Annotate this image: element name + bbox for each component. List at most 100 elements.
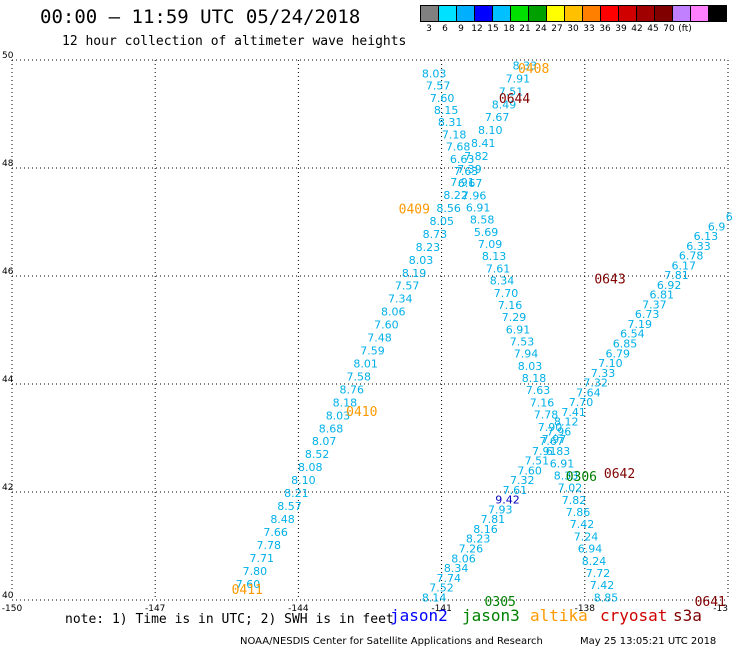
wave-height-value: 7.16 <box>530 396 555 409</box>
wave-height-value: 7.96 <box>462 189 487 202</box>
wave-height-value: 7.33 <box>591 367 616 380</box>
wave-height-value: 7.82 <box>562 494 587 507</box>
wave-height-value: 6.63 <box>450 153 475 166</box>
wave-height-value: 6.78 <box>679 250 704 263</box>
wave-height-value: 8.12 <box>554 416 579 429</box>
wave-height-value: 7.90 <box>538 421 563 434</box>
wave-height-value: 6.73 <box>635 308 660 321</box>
wave-height-value: 6.9 <box>708 220 726 233</box>
wave-height-value: 7.63 <box>526 384 551 397</box>
wave-height-value: 7.71 <box>250 552 275 565</box>
wave-height-value: 7.67 <box>485 111 510 124</box>
legend-label: (ft) <box>678 24 692 34</box>
wave-height-value: 7.32 <box>583 377 608 390</box>
wave-height-value: 7.37 <box>642 298 667 311</box>
mission-cryosat: cryosat <box>600 606 668 625</box>
wave-height-value: 6.79 <box>605 347 630 360</box>
lon-label: -13 <box>713 604 728 614</box>
wave-height-value: 7.32 <box>510 474 535 487</box>
note-text: note: 1) Time is in UTC; 2) SWH is in fe… <box>65 612 394 627</box>
wave-height-value: 8.73 <box>423 228 448 241</box>
wave-height-value: 7.60 <box>374 319 399 332</box>
wave-height-value: 8.34 <box>490 275 515 288</box>
legend-label: 70 <box>663 24 675 34</box>
wave-height-value: 7.63 <box>454 165 479 178</box>
wave-height-value: 8.08 <box>298 461 323 474</box>
wave-height-value: 8.48 <box>270 513 295 526</box>
chart-title: 00:00 – 11:59 UTC 05/24/2018 <box>40 6 361 28</box>
wave-height-value: 7.51 <box>525 455 550 468</box>
pass-time-label: 0641 <box>695 595 726 610</box>
wave-height-value: 8.16 <box>473 523 498 536</box>
wave-height-value: 7.18 <box>442 128 467 141</box>
wave-height-value: 7.51 <box>499 85 524 98</box>
wave-height-value: 6.33 <box>686 240 711 253</box>
legend-label: 42 <box>631 24 643 34</box>
pass-time-label: 0411 <box>232 583 263 598</box>
wave-height-value: 7.70 <box>569 396 594 409</box>
wave-height-value: 7.29 <box>502 311 527 324</box>
wave-height-value: 8.41 <box>471 137 496 150</box>
wave-height-value: 8.49 <box>492 98 517 111</box>
wave-height-value: 8.18 <box>333 396 358 409</box>
mission-jason2: jason2 <box>390 606 448 625</box>
wave-height-value: 7.60 <box>517 464 542 477</box>
wave-height-value: 8.21 <box>284 487 309 500</box>
wave-height-value: 8.22 <box>443 189 468 202</box>
wave-height-value: 7.81 <box>664 269 689 282</box>
wave-height-value: 8.10 <box>291 474 316 487</box>
mission-jason3: jason3 <box>462 606 520 625</box>
wave-height-value: 6.17 <box>672 259 697 272</box>
wave-height-value: 7.09 <box>478 238 503 251</box>
lon-label: -138 <box>575 604 596 614</box>
pass-time-label: 0642 <box>604 467 635 482</box>
wave-height-value: 6 <box>726 211 733 224</box>
wave-height-value: 8.06 <box>381 306 406 319</box>
wave-height-value: 7.57 <box>395 280 420 293</box>
wave-height-value: 7.42 <box>590 579 615 592</box>
wave-height-value: 7.97 <box>542 433 567 446</box>
wave-height-value: 7.10 <box>598 357 623 370</box>
wave-height-value: 7.58 <box>346 370 371 383</box>
wave-height-value: 7.52 <box>429 582 454 595</box>
lat-label: 44 <box>2 375 14 385</box>
wave-height-value: 7.96 <box>547 425 572 438</box>
wave-height-value: 7.42 <box>570 518 595 531</box>
timestamp: May 25 13:05:21 UTC 2018 <box>580 636 717 647</box>
lon-label: -141 <box>431 604 451 614</box>
lat-label: 46 <box>2 267 14 277</box>
wave-height-value: 7.53 <box>510 335 535 348</box>
wave-height-value: 7.70 <box>494 287 519 300</box>
wave-height-value: 7.02 <box>558 482 583 495</box>
legend-label: 9 <box>458 24 464 34</box>
legend-labels: 3 6 9 12 15 18 21 24 27 30 33 36 39 42 45 70 (ft) <box>421 22 727 36</box>
wave-height-value: 7.78 <box>256 539 281 552</box>
wave-height-value: 6.54 <box>620 328 645 341</box>
wave-height-value: 7.39 <box>457 163 482 176</box>
wave-height-value: 8.05 <box>430 215 455 228</box>
legend-label: 45 <box>647 24 659 34</box>
wave-height-value: 7.48 <box>367 332 392 345</box>
legend-label: 6 <box>442 24 448 34</box>
lat-label: 42 <box>2 483 13 493</box>
wave-height-value: 8.15 <box>434 104 459 117</box>
wave-height-value: 8.06 <box>451 552 476 565</box>
legend-label: 30 <box>567 24 579 34</box>
color-legend: 3 6 9 12 15 18 21 24 27 30 33 36 39 42 45 70 (ft) <box>420 5 727 36</box>
wave-height-value: 7.80 <box>243 565 268 578</box>
wave-height-value: 8.76 <box>340 383 365 396</box>
wave-height-value: 8.24 <box>582 555 607 568</box>
wave-height-value: 6.13 <box>694 230 719 243</box>
wave-height-value: 7.24 <box>574 530 599 543</box>
wave-height-value: 8.52 <box>305 448 330 461</box>
wave-height-value: 8.34 <box>444 562 469 575</box>
wave-height-value: 7.94 <box>514 348 539 361</box>
wave-height-value: 7.74 <box>437 572 462 585</box>
wave-height-value: 7.68 <box>446 141 471 154</box>
wave-height-value: 7.16 <box>498 299 523 312</box>
wave-height-value: 8.23 <box>416 241 441 254</box>
wave-height-value: 8.56 <box>436 202 461 215</box>
lon-label: -147 <box>145 604 165 614</box>
legend-label: 36 <box>599 24 611 34</box>
wave-height-value: 7.91 <box>506 72 531 85</box>
